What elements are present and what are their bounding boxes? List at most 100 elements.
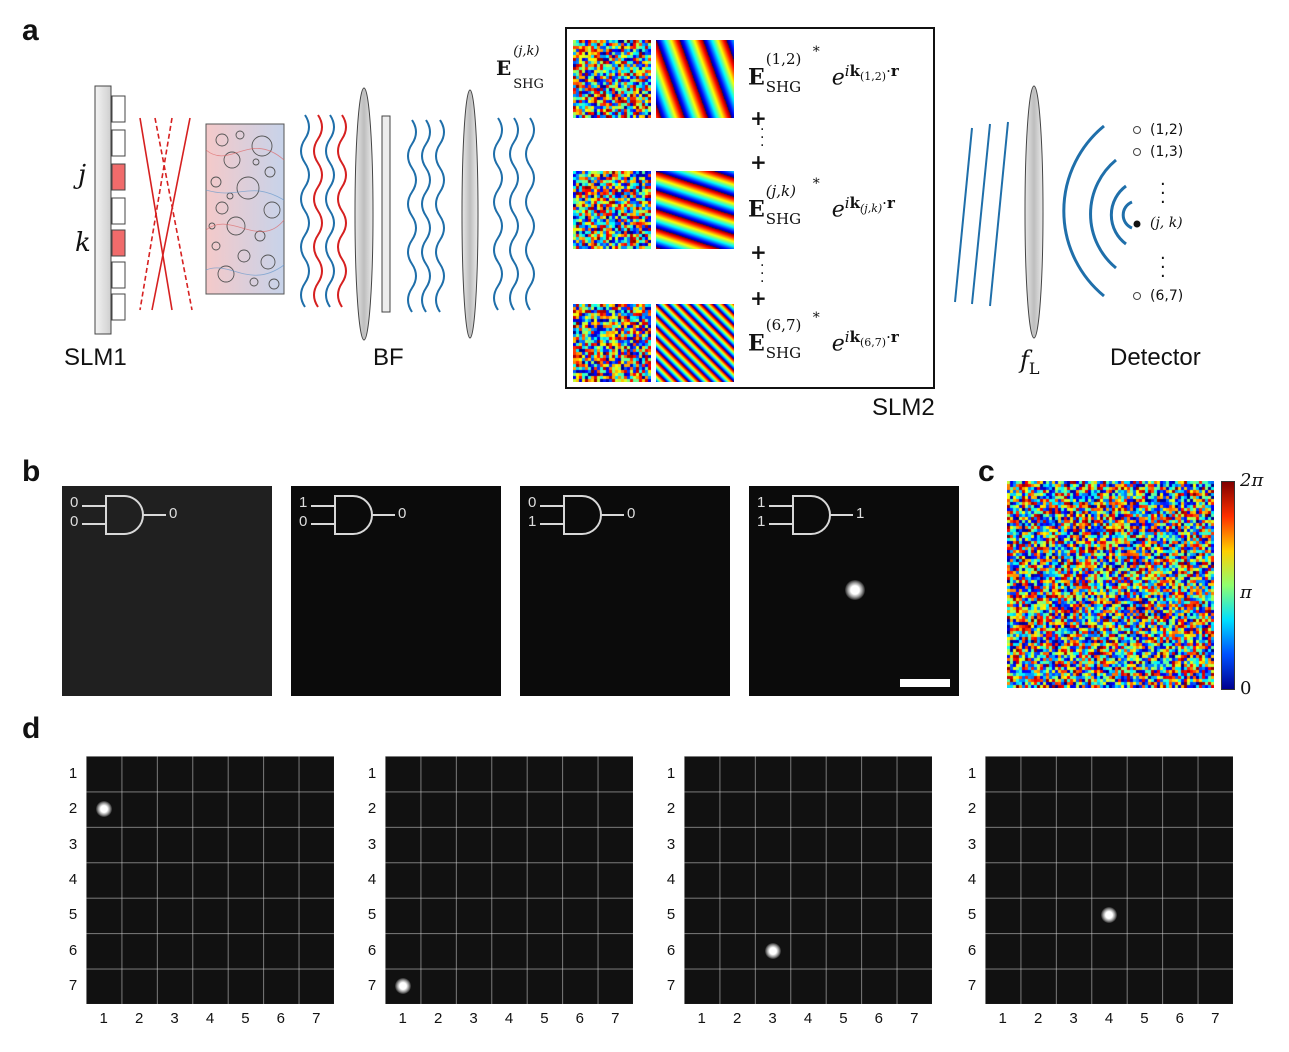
gate-input-1: 0: [528, 494, 537, 511]
slm1: [94, 85, 126, 335]
eshg-sup: (j,k): [513, 44, 540, 59]
x-tick-label: 2: [134, 1010, 144, 1027]
lens-fl-sub: L: [1028, 358, 1040, 378]
phase-mask: [1007, 481, 1214, 688]
y-tick-label: 7: [367, 977, 377, 995]
term-1-ksub: (1,2): [860, 70, 887, 83]
plus-4: +: [750, 286, 767, 310]
y-tick-label: 3: [367, 835, 377, 853]
slm2-label: SLM2: [872, 394, 935, 421]
detector-label: Detector: [1110, 344, 1201, 371]
term-1: E (1,2) * SHG eik(1,2)·r: [748, 44, 899, 97]
slm2-random-phase-3: [573, 304, 651, 382]
term-1-star: *: [812, 44, 820, 61]
term-1-exp: e: [824, 65, 845, 91]
term-1-E: E: [748, 64, 765, 91]
y-tick-label: 5: [367, 906, 377, 924]
focus-grid-2: [385, 756, 633, 1004]
and-gate-symbol-3: 1 1 1: [749, 486, 879, 546]
focus-grid-1: [86, 756, 334, 1004]
gate-input-1: 0: [70, 494, 79, 511]
y-tick-label: 6: [367, 941, 377, 959]
x-tick-label: 4: [1104, 1010, 1114, 1027]
term-2-star: *: [812, 176, 820, 193]
gate-input-2: 1: [757, 513, 766, 530]
input-beams: [139, 117, 193, 311]
det-vdots-1: · · ·: [1160, 174, 1166, 213]
lens-fl: [1024, 85, 1044, 339]
x-tick-label: 2: [1033, 1010, 1043, 1027]
colorbar-mid-label: π: [1240, 582, 1252, 603]
gate-output: 1: [856, 505, 865, 522]
x-tick-label: 3: [768, 1010, 777, 1027]
term-3: E (6,7) * SHG eik(6,7)·r: [748, 310, 899, 363]
slm2-grating-2: [656, 171, 734, 249]
y-tick-label: 4: [666, 871, 676, 888]
shg-wavefronts-2: [493, 117, 535, 311]
bandpass-filter: [381, 115, 391, 313]
shg-wavefronts-1: [407, 119, 445, 313]
det-vdots-2: · · ·: [1160, 248, 1166, 287]
eshg-main: E: [496, 56, 512, 80]
x-tick-label: 6: [874, 1010, 884, 1027]
term-2-sup: (j,k): [765, 182, 796, 201]
x-tick-label: 7: [1211, 1010, 1220, 1027]
gate-output: 0: [627, 505, 636, 522]
y-tick-label: 5: [666, 906, 676, 924]
x-tick-label: 3: [170, 1010, 179, 1027]
x-tick-label: 6: [276, 1010, 286, 1027]
x-tick-label: 1: [99, 1010, 108, 1027]
vdots-2: · · ·: [760, 258, 765, 290]
lens-fl-main: f: [1020, 346, 1029, 374]
y-tick-label: 2: [68, 800, 78, 818]
panel-a-diagram: [94, 27, 1141, 389]
det-label-3: (j, k): [1150, 215, 1183, 231]
j-label: j: [78, 160, 87, 190]
y-tick-label: 2: [967, 800, 977, 818]
term-1-sub: SHG: [765, 78, 802, 97]
bf-label: BF: [373, 344, 404, 371]
converging-wavefronts: [1062, 124, 1133, 298]
y-tick-label: 2: [666, 800, 676, 818]
x-tick-label: 6: [1175, 1010, 1185, 1027]
x-tick-label: 1: [697, 1010, 706, 1027]
y-tick-label: 7: [666, 977, 676, 995]
gate-output: 0: [169, 505, 178, 522]
x-tick-label: 2: [433, 1010, 443, 1027]
term-3-exp: e: [824, 331, 845, 357]
output-wavefronts: [954, 121, 1009, 307]
slm2-random-phase-2: [573, 171, 651, 249]
gate-input-2: 0: [299, 513, 308, 530]
y-tick-label: 4: [967, 871, 977, 888]
gate-input-2: 1: [528, 513, 537, 530]
x-tick-label: 4: [803, 1010, 813, 1027]
lens-1: [354, 87, 374, 341]
focus-spot: [764, 942, 781, 959]
eshg-label: E (j,k) SHG: [496, 44, 544, 92]
term-2-sub: SHG: [765, 210, 802, 229]
x-tick-label: 5: [1140, 1010, 1149, 1027]
x-tick-label: 5: [241, 1010, 250, 1027]
det-label-2: (1,3): [1150, 144, 1184, 160]
x-tick-label: 4: [504, 1010, 514, 1027]
slm2-frame: [565, 27, 935, 389]
y-tick-label: 7: [68, 977, 78, 995]
scale-bar: [900, 679, 950, 687]
panel-label-c: c: [978, 455, 995, 488]
x-tick-label: 2: [732, 1010, 742, 1027]
eshg-sub: SHG: [513, 77, 544, 92]
y-tick-label: 6: [68, 941, 78, 959]
panel-label-a: a: [22, 14, 39, 47]
slm2-grating-1: [656, 40, 734, 118]
x-tick-label: 3: [469, 1010, 478, 1027]
x-tick-label: 1: [998, 1010, 1007, 1027]
y-tick-label: 3: [967, 835, 977, 853]
y-tick-label: 3: [666, 835, 676, 853]
x-tick-label: 1: [398, 1010, 407, 1027]
detector-points: [1133, 126, 1141, 300]
focus-spot: [95, 801, 112, 818]
gate-input-1: 1: [757, 494, 766, 511]
and-gate-symbol-2: 0 1 0: [520, 486, 650, 546]
term-2-E: E: [748, 196, 765, 223]
colorbar: [1221, 481, 1235, 690]
